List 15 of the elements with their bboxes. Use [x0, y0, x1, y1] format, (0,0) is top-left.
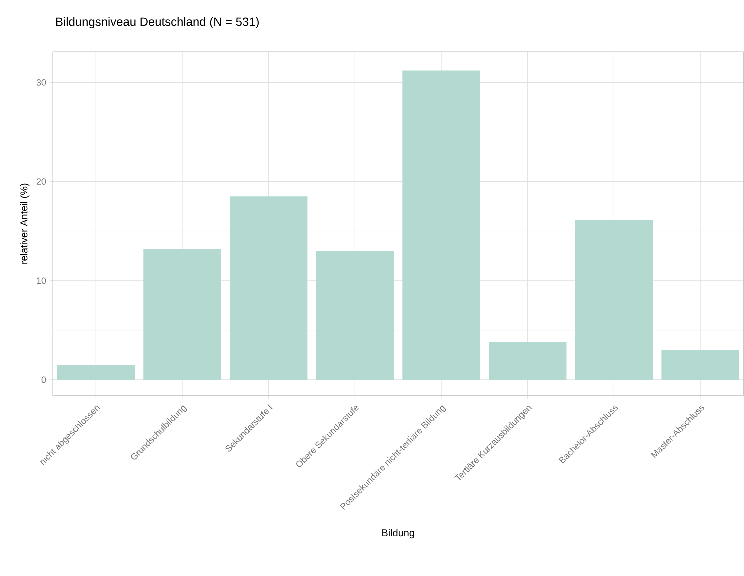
bar [57, 365, 136, 380]
y-tick-label: 10 [37, 278, 46, 284]
bar [230, 196, 308, 380]
chart-title: Bildungsniveau Deutschland (N = 531) [56, 18, 259, 29]
bar [144, 249, 222, 380]
bar [316, 251, 394, 380]
y-axis-title: relativer Anteil (%) [20, 184, 30, 264]
y-tick-label: 30 [36, 80, 46, 86]
x-axis-title: Bildung [382, 529, 414, 539]
y-tick-label: 20 [36, 178, 46, 186]
bar [489, 342, 567, 380]
bar [575, 220, 654, 380]
bar [402, 70, 480, 380]
y-tick-label: 0 [42, 376, 46, 384]
bar [662, 350, 740, 380]
